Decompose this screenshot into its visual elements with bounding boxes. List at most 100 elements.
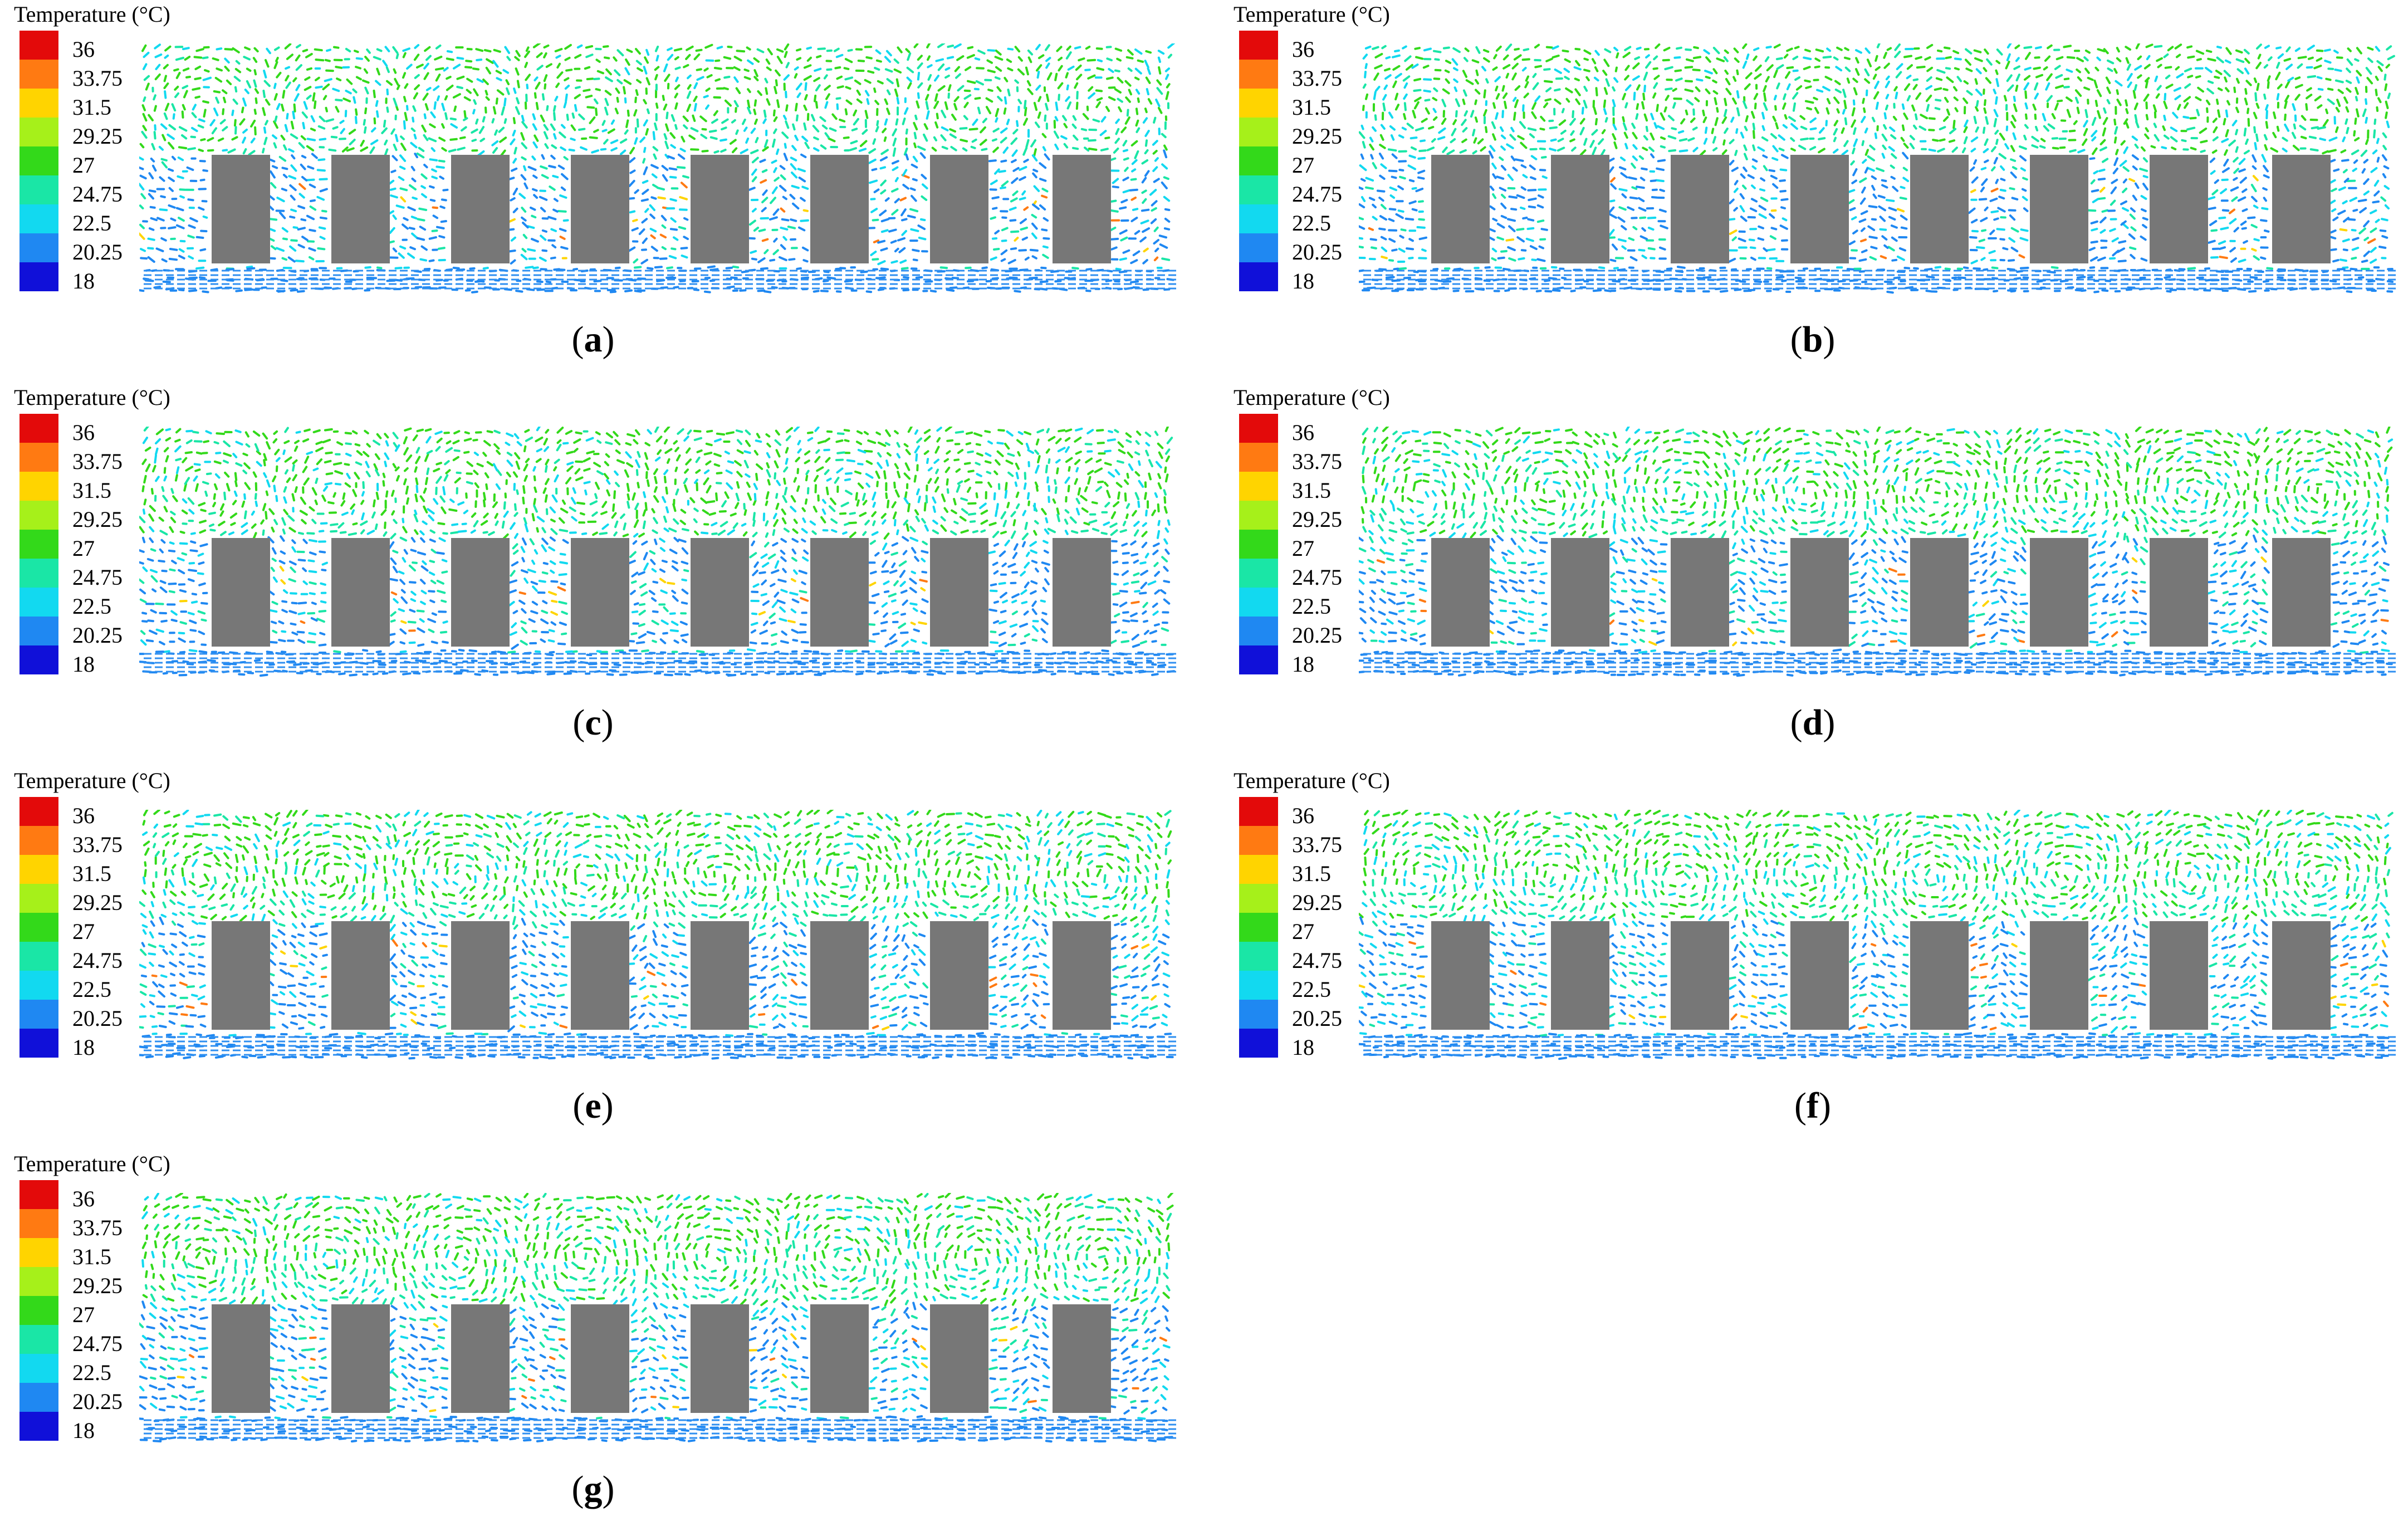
legend-tick-label: 22.5: [72, 594, 111, 619]
floor-flow-band: [144, 1036, 1176, 1056]
equipment-block: [810, 155, 869, 263]
legend-swatch: [19, 855, 58, 884]
legend-swatch: [19, 1267, 58, 1296]
legend-swatch: [1239, 89, 1278, 118]
equipment-block: [212, 921, 270, 1030]
vector-group: [140, 427, 1171, 653]
velocity-vector-field: [1359, 427, 2396, 677]
legend-swatch: [19, 884, 58, 913]
legend-tick-label: 18: [1292, 1035, 1314, 1060]
legend-title: Temperature (°C): [14, 385, 170, 410]
legend-title: Temperature (°C): [14, 768, 170, 793]
legend-swatch: [19, 414, 58, 443]
legend-tick-label: 22.5: [72, 211, 111, 236]
equipment-block: [1053, 1304, 1111, 1413]
equipment-block: [331, 921, 390, 1030]
legend-swatch: [19, 443, 58, 472]
vector-group: [1359, 940, 2386, 1019]
vector-group: [139, 810, 1172, 1036]
legend-tick-label: 29.25: [1292, 890, 1342, 915]
vector-group: [1359, 150, 2394, 294]
equipment-block: [1671, 538, 1729, 647]
legend-swatch: [19, 146, 58, 175]
equipment-block: [691, 921, 749, 1030]
equipment-block: [1431, 155, 1490, 263]
legend-swatch: [1239, 472, 1278, 501]
legend-swatch: [19, 617, 58, 645]
equipment-block: [571, 1304, 629, 1413]
legend-swatch: [19, 559, 58, 588]
equipment-block: [212, 538, 270, 647]
legend-tick-label: 18: [1292, 268, 1314, 293]
floor-flow-band: [144, 270, 1176, 290]
flow-vectors: [1359, 810, 2394, 1060]
vector-group: [151, 939, 1139, 1029]
legend-swatch: [1239, 1000, 1278, 1029]
equipment-block: [1551, 538, 1609, 647]
vector-group: [1376, 559, 2389, 643]
vector-group: [139, 1193, 1172, 1420]
equipment-block: [2150, 538, 2208, 647]
equipment-block: [1790, 921, 1849, 1030]
legend-tick-label: 18: [72, 268, 95, 293]
equipment-block: [2272, 921, 2331, 1030]
legend-tick-label: 33.75: [72, 449, 123, 474]
equipment-block: [2150, 921, 2208, 1030]
vector-group: [139, 917, 1174, 1060]
equipment-block: [451, 538, 510, 647]
legend-swatch: [19, 1180, 58, 1209]
legend-tick-label: 31.5: [72, 1244, 111, 1269]
legend-tick-label: 29.25: [1292, 124, 1342, 149]
velocity-vector-field: [1359, 43, 2396, 294]
legend-tick-label: 18: [72, 1035, 95, 1060]
vector-group: [1381, 175, 2348, 260]
legend-swatch: [1239, 233, 1278, 262]
panel-label: (d): [1790, 702, 1836, 743]
legend-tick-label: 18: [1292, 652, 1314, 677]
equipment-block: [930, 921, 988, 1030]
legend-tick-label: 22.5: [72, 977, 111, 1002]
vector-group: [139, 196, 1149, 260]
legend-title: Temperature (°C): [1234, 385, 1390, 410]
legend-tick-label: 36: [72, 420, 95, 445]
legend-swatch: [1239, 559, 1278, 588]
vector-group: [300, 579, 1140, 632]
legend-swatch: [1239, 971, 1278, 1000]
legend-swatch: [1239, 884, 1278, 913]
floor-flow-band: [1363, 270, 2396, 290]
legend-swatch: [19, 204, 58, 233]
legend-swatch: [19, 797, 58, 826]
equipment-block: [212, 155, 270, 263]
vector-group: [1359, 427, 2390, 654]
legend-swatch: [19, 588, 58, 617]
figure-panel-g: Temperature (°C) 36 33.75 31.5 29.25 27 24.75…: [0, 1149, 1186, 1528]
legend-swatch: [19, 530, 58, 559]
legend-swatch: [1239, 501, 1278, 530]
equipment-block: [2272, 155, 2331, 263]
legend-tick-label: 31.5: [1292, 478, 1331, 503]
equipment-block: [331, 1304, 390, 1413]
legend-swatch: [19, 31, 58, 60]
legend-swatch: [1239, 1029, 1278, 1058]
equipment-block: [1053, 538, 1111, 647]
equipment-block: [2030, 538, 2088, 647]
legend-swatch: [1239, 942, 1278, 971]
flow-vectors: [139, 1193, 1174, 1443]
legend-tick-label: 18: [72, 1418, 95, 1443]
vector-group: [280, 943, 1157, 1031]
flow-vectors: [1359, 427, 2394, 677]
legend-swatch: [1239, 443, 1278, 472]
vector-group: [141, 810, 1172, 922]
legend-tick-label: 22.5: [72, 1360, 111, 1385]
equipment-block: [331, 155, 390, 263]
legend-swatch: [1239, 588, 1278, 617]
vector-group: [298, 174, 1159, 262]
legend-swatch: [1239, 118, 1278, 146]
legend-tick-label: 22.5: [1292, 211, 1331, 236]
legend-tick-label: 20.25: [1292, 623, 1342, 648]
panel-label: (b): [1790, 319, 1836, 360]
legend-tick-label: 36: [72, 803, 95, 828]
legend-swatch: [1239, 204, 1278, 233]
legend-tick-label: 33.75: [72, 66, 123, 91]
